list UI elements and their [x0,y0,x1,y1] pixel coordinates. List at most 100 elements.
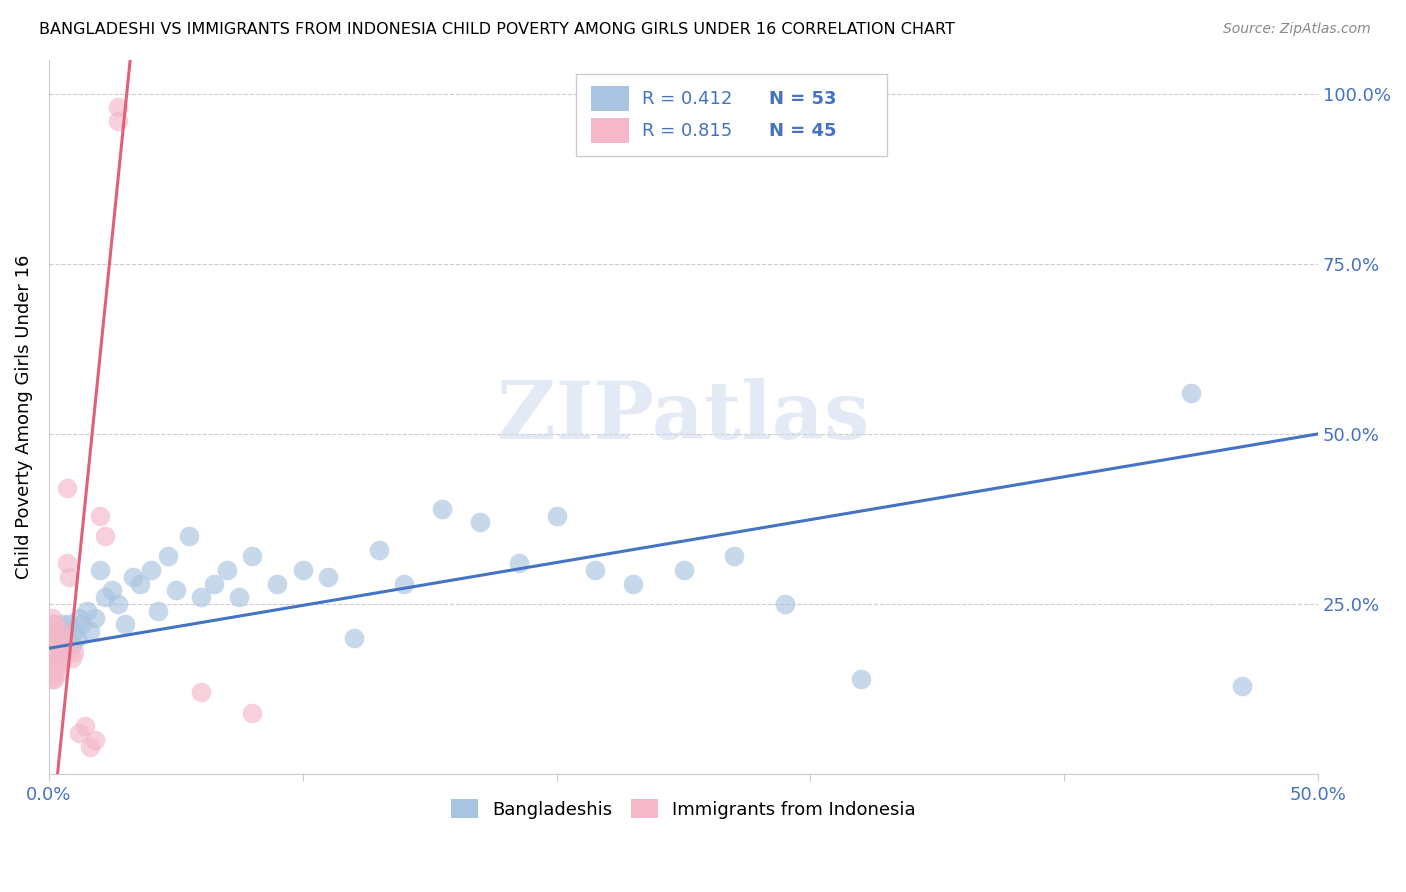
FancyBboxPatch shape [575,74,887,156]
Point [41,665,63,679]
Point [66,631,89,645]
Point [773,597,796,611]
Text: ZIPatlas: ZIPatlas [498,378,870,456]
Point [55,556,77,570]
Point [48,645,70,659]
Point [45,624,67,639]
Point [41,631,63,645]
Point [723,549,745,564]
Point [60,638,83,652]
Point [45,645,67,659]
Text: R = 0.412: R = 0.412 [641,90,733,108]
Text: BANGLADESHI VS IMMIGRANTS FROM INDONESIA CHILD POVERTY AMONG GIRLS UNDER 16 CORR: BANGLADESHI VS IMMIGRANTS FROM INDONESIA… [39,22,955,37]
Point [63,624,86,639]
Point [851,672,873,686]
Text: N = 45: N = 45 [769,122,837,140]
Point [89,563,111,577]
Point [266,576,288,591]
Point [202,576,225,591]
Point [114,617,136,632]
Bar [591,119,628,144]
Point [42,631,65,645]
Point [94,591,117,605]
Point [94,529,117,543]
Point [63,645,86,659]
Point [291,563,314,577]
Point [53,631,76,645]
Point [42,638,65,652]
Point [190,591,212,605]
Y-axis label: Child Poverty Among Girls Under 16: Child Poverty Among Girls Under 16 [15,255,32,579]
Point [42,617,65,632]
Point [51,624,73,639]
Point [583,563,606,577]
Point [60,651,83,665]
Point [432,501,454,516]
Point [177,529,200,543]
Point [41,638,63,652]
Point [146,604,169,618]
Point [121,570,143,584]
Point [101,583,124,598]
Point [48,665,70,679]
Point [51,638,73,652]
Text: N = 53: N = 53 [769,90,837,108]
Legend: Bangladeshis, Immigrants from Indonesia: Bangladeshis, Immigrants from Indonesia [444,792,924,826]
Point [41,617,63,632]
Point [508,556,530,570]
Point [45,645,67,659]
Point [107,597,129,611]
Point [107,100,129,114]
Point [73,719,96,733]
Point [51,651,73,665]
Point [316,570,339,584]
Point [45,651,67,665]
Point [48,658,70,673]
Point [342,631,364,645]
Point [53,645,76,659]
Point [240,549,263,564]
Point [67,726,90,740]
Point [139,563,162,577]
Point [470,516,492,530]
Point [394,576,416,591]
Point [41,610,63,624]
Point [157,549,180,564]
Point [89,508,111,523]
Point [48,631,70,645]
Point [53,624,76,639]
Text: Source: ZipAtlas.com: Source: ZipAtlas.com [1223,22,1371,37]
Point [76,604,98,618]
Point [67,610,90,624]
Point [58,570,80,584]
Point [228,591,250,605]
Point [58,617,80,632]
Point [83,610,105,624]
Point [42,651,65,665]
Point [42,658,65,673]
Point [672,563,695,577]
Point [42,624,65,639]
Point [41,672,63,686]
Text: R = 0.815: R = 0.815 [641,122,733,140]
Point [41,645,63,659]
Point [129,576,152,591]
Point [41,638,63,652]
Point [41,658,63,673]
Point [51,638,73,652]
Point [79,624,101,639]
Point [55,631,77,645]
Point [1230,679,1253,693]
Point [215,563,238,577]
Point [41,624,63,639]
Point [621,576,644,591]
Point [42,645,65,659]
Point [240,706,263,720]
Point [546,508,568,523]
Point [165,583,187,598]
Bar [591,86,628,111]
Point [55,481,77,495]
Point [1180,386,1202,401]
Point [41,651,63,665]
Point [368,542,391,557]
